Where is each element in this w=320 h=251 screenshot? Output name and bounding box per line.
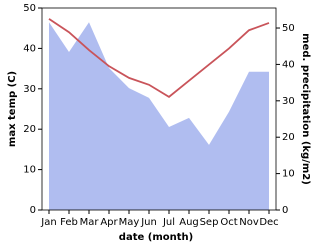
y2-tick-label: 20 — [282, 132, 295, 143]
y-tick-label: 50 — [23, 3, 36, 14]
x-tick-label: Dec — [259, 217, 278, 228]
precipitation-area — [49, 22, 269, 210]
x-tick-label: Apr — [100, 217, 118, 228]
x-tick-label: Oct — [220, 217, 237, 228]
y-tick-label: 30 — [23, 84, 36, 95]
temperature-line — [48, 18, 270, 98]
chart: date (month) max temp (C) med. precipita… — [7, 3, 311, 243]
y-tick-label: 20 — [23, 124, 36, 135]
x-tick-label: May — [119, 217, 140, 228]
y2-tick-label: 10 — [282, 169, 295, 180]
y2-tick-label: 40 — [282, 59, 295, 70]
y-tick-label: 10 — [23, 165, 36, 176]
x-tick-label: Jul — [162, 217, 175, 228]
y2-tick-label: 0 — [282, 205, 288, 216]
x-tick-label: Nov — [239, 217, 259, 228]
x-tick-label: Mar — [80, 217, 100, 228]
y2-tick-label: 50 — [282, 23, 295, 34]
x-tick-label: Jan — [40, 217, 56, 228]
y-axis-label: max temp (C) — [7, 71, 18, 147]
y2-tick-label: 30 — [282, 96, 295, 107]
y2-axis-label: med. precipitation (kg/m2) — [300, 33, 311, 185]
x-tick-label: Jun — [140, 217, 157, 228]
plot-frame — [41, 7, 277, 211]
y-tick-label: 40 — [23, 43, 36, 54]
x-axis-label: date (month) — [119, 232, 193, 243]
x-tick-label: Feb — [60, 217, 78, 228]
x-tick-label: Aug — [179, 217, 199, 228]
y-tick-label: 0 — [30, 205, 36, 216]
x-tick-label: Sep — [200, 217, 219, 228]
